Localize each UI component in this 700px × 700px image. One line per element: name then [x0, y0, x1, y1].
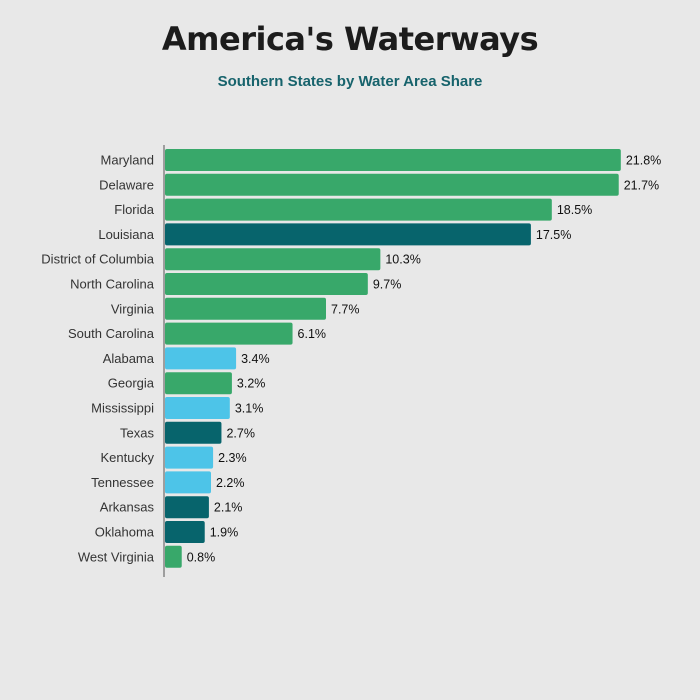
bar-tennessee — [165, 471, 211, 494]
bar-south-carolina — [165, 322, 293, 345]
value-label: 17.5% — [536, 228, 571, 242]
bar-north-carolina — [165, 273, 368, 295]
category-label: Alabama — [103, 351, 155, 366]
category-label: Arkansas — [100, 500, 155, 515]
value-label: 2.3% — [218, 451, 247, 465]
category-label: Mississippi — [91, 401, 154, 416]
category-label: Delaware — [99, 177, 154, 192]
bar-alabama — [165, 347, 237, 370]
chart-title: America's Waterways — [161, 20, 539, 58]
category-label: District of Columbia — [41, 252, 154, 267]
category-label: Kentucky — [101, 450, 155, 465]
value-label: 2.7% — [226, 426, 255, 440]
category-label: South Carolina — [68, 326, 155, 341]
value-label: 10.3% — [385, 253, 420, 267]
bar-arkansas — [165, 496, 209, 519]
bar-virginia — [165, 297, 326, 320]
category-label: West Virginia — [78, 549, 155, 564]
bar-louisiana — [165, 223, 531, 246]
category-label: Maryland — [101, 153, 154, 168]
bar-mississippi — [165, 397, 230, 419]
category-label: Texas — [120, 425, 154, 440]
category-label: Florida — [114, 202, 155, 217]
category-label: Georgia — [108, 376, 155, 391]
bar-maryland — [165, 149, 621, 171]
value-label: 7.7% — [331, 302, 360, 316]
bar-kentucky — [165, 446, 214, 469]
category-label: Tennessee — [91, 475, 154, 490]
value-label: 3.4% — [241, 352, 270, 366]
bar-texas — [165, 421, 222, 444]
bar-oklahoma — [165, 521, 205, 543]
category-label: North Carolina — [70, 277, 155, 292]
value-label: 0.8% — [187, 550, 216, 564]
category-label: Oklahoma — [95, 525, 155, 540]
value-label: 9.7% — [373, 278, 402, 292]
value-label: 6.1% — [298, 327, 327, 341]
value-label: 21.8% — [626, 154, 661, 168]
chart-subtitle: Southern States by Water Area Share — [217, 73, 483, 90]
value-label: 3.1% — [235, 402, 264, 416]
bars-group: Maryland 21.8% Delaware 21.7% Florida 18.5% Lo… — [41, 149, 661, 568]
bar-florida — [165, 198, 552, 221]
value-label: 2.2% — [216, 476, 245, 490]
bar-west-virginia — [165, 545, 182, 568]
value-label: 3.2% — [237, 377, 266, 391]
bar-delaware — [165, 173, 619, 196]
category-label: Louisiana — [98, 227, 154, 242]
bar-georgia — [165, 372, 232, 395]
bar-district-of-columbia — [165, 248, 381, 271]
category-label: Virginia — [111, 301, 155, 316]
value-label: 1.9% — [210, 526, 239, 540]
value-label: 18.5% — [557, 203, 592, 217]
value-label: 2.1% — [214, 501, 243, 515]
value-label: 21.7% — [624, 178, 659, 192]
